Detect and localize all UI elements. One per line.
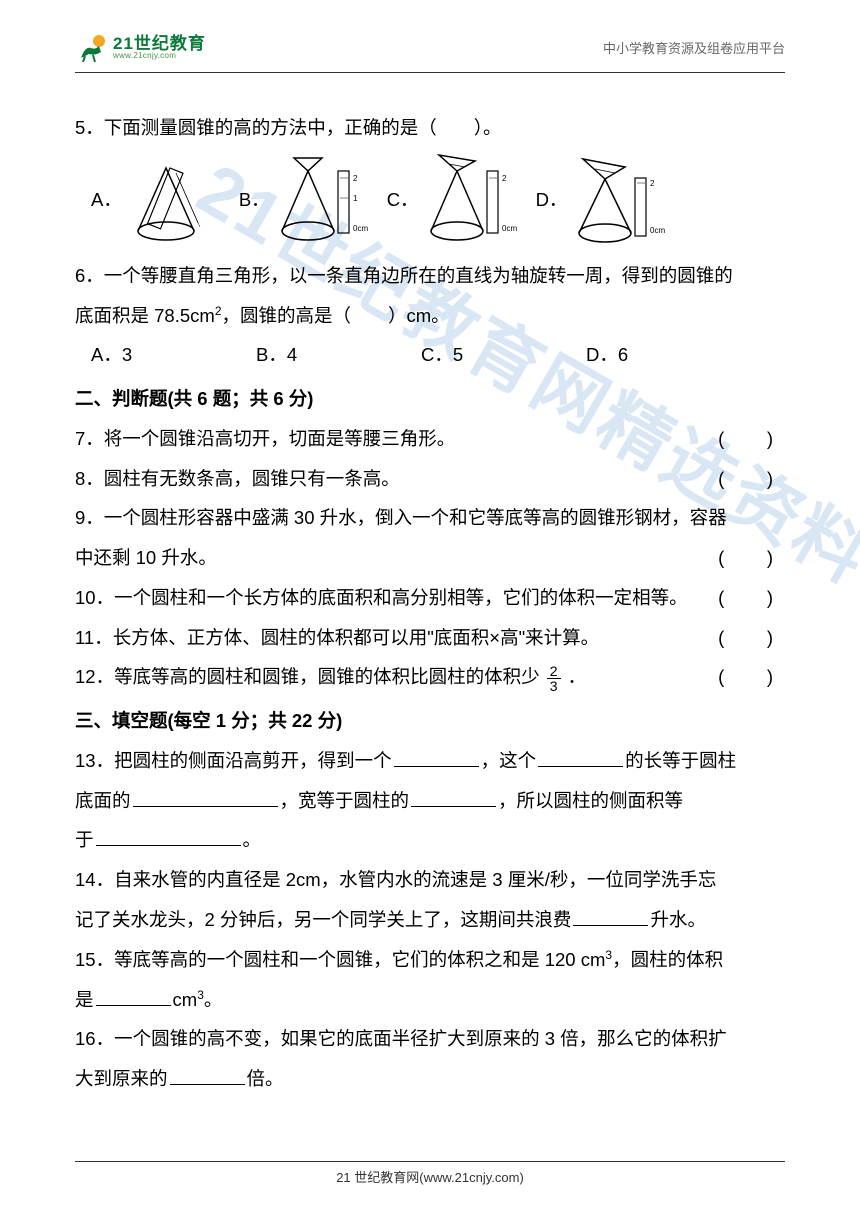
q5-opt-a-label: A．: [91, 180, 122, 220]
q13-6: ，所以圆柱的侧面积等: [498, 790, 683, 811]
q5-options: A． B． 2 1 0cm C．: [75, 153, 785, 248]
q6-post: ，圆锥的高是（ ）cm。: [222, 305, 450, 326]
question-6-line2: 底面积是 78.5cm2，圆锥的高是（ ）cm。: [75, 296, 785, 336]
q13-8: 。: [243, 829, 262, 850]
q14-3: 升水。: [650, 909, 706, 930]
q15-1: 15．等底等高的一个圆柱和一个圆锥，它们的体积之和是 120 cm: [75, 949, 605, 970]
q15-2: ，圆柱的体积: [612, 949, 723, 970]
q11-paren: ( ): [718, 618, 785, 658]
question-11: 11．长方体、正方体、圆柱的体积都可以用"底面积×高"来计算。 ( ): [75, 618, 785, 658]
question-13-line2: 底面的 ，宽等于圆柱的 ，所以圆柱的侧面积等: [75, 781, 785, 821]
q13-1: 13．把圆柱的侧面沿高剪开，得到一个: [75, 750, 392, 771]
q10-paren: ( ): [718, 578, 785, 618]
blank: [411, 788, 496, 807]
q9-text2: 中还剩 10 升水。: [75, 538, 217, 578]
q12-content: 12．等底等高的圆柱和圆锥，圆锥的体积比圆柱的体积少 2 3 ．: [75, 657, 586, 697]
cone-diagram-b: 2 1 0cm: [276, 153, 371, 248]
question-9-line2: 中还剩 10 升水。 ( ): [75, 538, 785, 578]
fraction-2-3: 2 3: [547, 664, 561, 693]
blank: [133, 788, 278, 807]
section-3-title: 三、填空题(每空 1 分；共 22 分): [75, 701, 785, 741]
svg-text:1: 1: [353, 194, 358, 203]
q6-options: A．3 B．4 C．5 D．6: [91, 335, 785, 375]
q5-opt-b-label: B．: [239, 180, 270, 220]
svg-text:2: 2: [502, 174, 507, 183]
q10-text: 10．一个圆柱和一个长方体的底面积和高分别相等，它们的体积一定相等。: [75, 578, 688, 618]
section-2-title: 二、判断题(共 6 题；共 6 分): [75, 379, 785, 419]
logo-text: 21世纪教育 www.21cnjy.com: [113, 35, 206, 60]
blank: [96, 987, 171, 1006]
q6-opt-c: C．5: [421, 335, 586, 375]
question-13-line3: 于。: [75, 820, 785, 860]
svg-text:0cm: 0cm: [353, 224, 368, 233]
q8-text: 8．圆柱有无数条高，圆锥只有一条高。: [75, 459, 400, 499]
q6-opt-a: A．3: [91, 335, 256, 375]
cone-diagram-c: 2 0cm: [425, 153, 520, 248]
logo-main-text: 21世纪教育: [113, 35, 206, 52]
question-5: 5．下面测量圆锥的高的方法中，正确的是（ ）。: [75, 108, 785, 148]
q12-paren: ( ): [718, 657, 785, 697]
svg-text:2: 2: [650, 179, 655, 188]
q12-pre: 12．等底等高的圆柱和圆锥，圆锥的体积比圆柱的体积少: [75, 666, 540, 687]
blank: [170, 1067, 245, 1086]
cone-diagram-d: 2 0cm: [573, 153, 668, 248]
question-14-line2: 记了关水龙头，2 分钟后，另一个同学关上了，这期间共浪费 升水。: [75, 900, 785, 940]
cone-diagram-a: [128, 153, 223, 248]
q16-3: 倍。: [247, 1068, 284, 1089]
q14-2: 记了关水龙头，2 分钟后，另一个同学关上了，这期间共浪费: [75, 909, 571, 930]
q15-3: 是: [75, 989, 94, 1010]
page-header: 21世纪教育 www.21cnjy.com 中小学教育资源及组卷应用平台: [75, 30, 785, 73]
q15-4: cm: [173, 989, 198, 1010]
q13-5: ，宽等于圆柱的: [280, 790, 410, 811]
q5-opt-d-label: D．: [536, 180, 568, 220]
question-7: 7．将一个圆锥沿高切开，切面是等腰三角形。 ( ): [75, 419, 785, 459]
blank: [96, 828, 241, 847]
blank: [394, 748, 479, 767]
question-16-line1: 16．一个圆锥的高不变，如果它的底面半径扩大到原来的 3 倍，那么它的体积扩: [75, 1019, 785, 1059]
header-subtitle: 中小学教育资源及组卷应用平台: [603, 38, 785, 57]
q7-text: 7．将一个圆锥沿高切开，切面是等腰三角形。: [75, 419, 455, 459]
logo: 21世纪教育 www.21cnjy.com: [75, 30, 206, 64]
svg-text:2: 2: [353, 174, 358, 183]
question-12: 12．等底等高的圆柱和圆锥，圆锥的体积比圆柱的体积少 2 3 ． ( ): [75, 657, 785, 697]
question-14-line1: 14．自来水管的内直径是 2cm，水管内水的流速是 3 厘米/秒，一位同学洗手忘: [75, 860, 785, 900]
footer-divider: [75, 1161, 785, 1162]
svg-text:0cm: 0cm: [650, 226, 665, 235]
question-8: 8．圆柱有无数条高，圆锥只有一条高。 ( ): [75, 459, 785, 499]
q9-paren: ( ): [718, 538, 785, 578]
q11-text: 11．长方体、正方体、圆柱的体积都可以用"底面积×高"来计算。: [75, 618, 599, 658]
frac-den: 3: [547, 679, 561, 693]
question-13: 13．把圆柱的侧面沿高剪开，得到一个 ，这个 的长等于圆柱: [75, 741, 785, 781]
q6-opt-d: D．6: [586, 335, 751, 375]
q15-sup2: 3: [197, 987, 204, 1001]
q6-pre: 底面积是 78.5cm: [75, 305, 215, 326]
svg-text:0cm: 0cm: [502, 224, 517, 233]
question-9-line1: 9．一个圆柱形容器中盛满 30 升水，倒入一个和它等底等高的圆锥形钢材，容器: [75, 498, 785, 538]
logo-sub-text: www.21cnjy.com: [113, 52, 206, 60]
question-15-line2: 是 cm3。: [75, 980, 785, 1020]
page-footer: 21 世纪教育网(www.21cnjy.com): [0, 1161, 860, 1186]
q16-2: 大到原来的: [75, 1068, 168, 1089]
question-6-line1: 6．一个等腰直角三角形，以一条直角边所在的直线为轴旋转一周，得到的圆锥的: [75, 256, 785, 296]
blank: [573, 908, 648, 927]
q8-paren: ( ): [718, 459, 785, 499]
footer-text: 21 世纪教育网(www.21cnjy.com): [336, 1170, 524, 1185]
q15-5: 。: [204, 989, 223, 1010]
q13-3: 的长等于圆柱: [625, 750, 736, 771]
main-content: 5．下面测量圆锥的高的方法中，正确的是（ ）。 A． B． 2 1 0cm: [75, 108, 785, 1099]
q12-post: ．: [568, 666, 587, 687]
frac-num: 2: [547, 664, 561, 679]
q13-2: ，这个: [481, 750, 537, 771]
q5-opt-c-label: C．: [387, 180, 419, 220]
q7-paren: ( ): [718, 419, 785, 459]
question-16-line2: 大到原来的 倍。: [75, 1059, 785, 1099]
q6-opt-b: B．4: [256, 335, 421, 375]
logo-icon: [75, 30, 109, 64]
question-15-line1: 15．等底等高的一个圆柱和一个圆锥，它们的体积之和是 120 cm3，圆柱的体积: [75, 940, 785, 980]
question-10: 10．一个圆柱和一个长方体的底面积和高分别相等，它们的体积一定相等。 ( ): [75, 578, 785, 618]
q13-4: 底面的: [75, 790, 131, 811]
q6-sup: 2: [215, 303, 222, 317]
blank: [538, 748, 623, 767]
q13-7: 于: [75, 829, 94, 850]
